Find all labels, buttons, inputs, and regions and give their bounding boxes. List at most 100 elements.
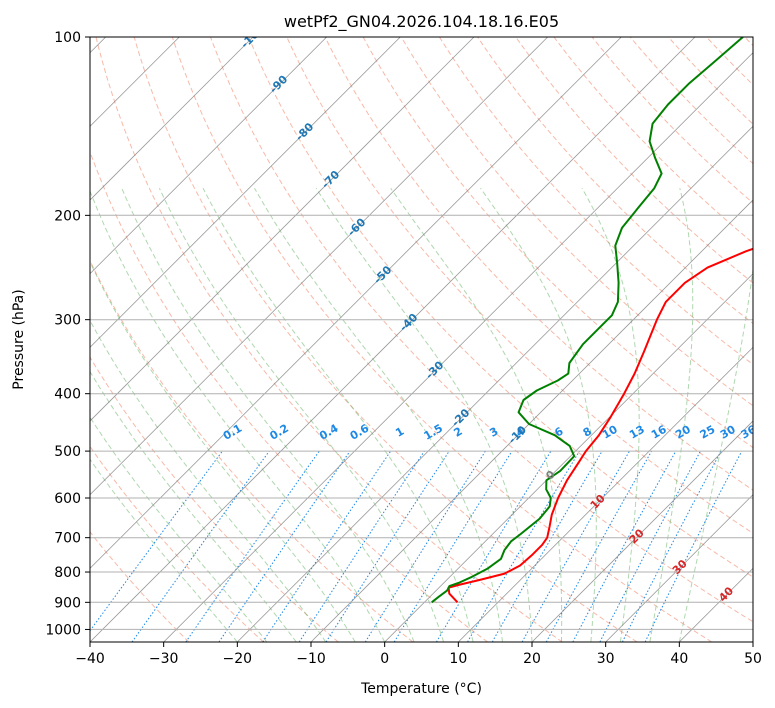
moist-adiabat-line	[649, 188, 694, 642]
moist-adiabat-line	[121, 188, 415, 642]
mixing-ratio-label: 3	[487, 425, 500, 440]
mixing-ratio-line	[393, 450, 513, 642]
mixing-ratio-label: 6	[552, 424, 565, 439]
mixing-ratio-label: 36	[739, 423, 759, 442]
sounding-series	[431, 37, 753, 604]
moist-adiabat-line	[315, 187, 533, 642]
y-tick-label: 700	[54, 531, 81, 547]
dry-adiabat-line	[744, 37, 753, 47]
mixing-ratio-label: 13	[627, 423, 647, 442]
x-tick-label: 50	[744, 651, 762, 667]
x-tick-label: −40	[75, 651, 105, 667]
isotherm-label: -50	[371, 263, 394, 286]
mixing-ratio-label: 16	[649, 423, 669, 442]
dry-adiabat-line	[133, 37, 638, 642]
isotherm-line	[163, 52, 753, 642]
moist-adiabat-line	[90, 319, 327, 642]
mixing-ratio-line	[325, 450, 450, 642]
isotherm-label: -90	[267, 72, 290, 95]
dry-adiabat-line	[90, 259, 414, 642]
dry-adiabat-line	[286, 37, 753, 534]
x-tick-label: 20	[523, 651, 541, 667]
isotherm-line	[90, 37, 401, 348]
dry-adiabat-line	[668, 37, 753, 125]
isotherm-line	[90, 37, 548, 496]
y-tick-label: 200	[54, 208, 81, 224]
y-tick-label: 100	[54, 30, 81, 46]
mixing-ratio-line	[621, 450, 722, 642]
isotherm-label: -10	[506, 423, 529, 446]
moist-adiabat-line	[390, 187, 563, 642]
moist-adiabat-line	[581, 187, 640, 642]
moist-adiabat-line	[90, 260, 356, 642]
mixing-ratio-line	[185, 450, 320, 642]
dewpoint-line	[431, 37, 744, 604]
y-tick-label: 300	[54, 313, 81, 329]
x-tick-label: 10	[449, 651, 467, 667]
isotherm-label: 40	[716, 584, 736, 604]
dry-adiabat-line	[95, 37, 563, 642]
isotherm-label: -40	[397, 311, 420, 334]
y-tick-label: 800	[54, 565, 81, 581]
mixing-ratio-line	[262, 450, 392, 642]
x-axis-label: Temperature (°C)	[360, 681, 482, 697]
chart-title: wetPf2_GN04.2026.104.18.16.E05	[284, 12, 559, 32]
y-tick-label: 500	[54, 444, 81, 460]
x-tick-label: 30	[597, 651, 615, 667]
moist-adiabat-line	[202, 187, 474, 642]
mixing-ratio-label: 0.1	[221, 422, 244, 443]
y-axis: 100 200 300 400 500 600 700 800 900 1000	[45, 30, 90, 638]
y-tick-label: 900	[54, 595, 81, 611]
isotherm-line	[90, 37, 696, 642]
mixing-ratio-line	[218, 450, 351, 642]
mixing-ratio-line	[545, 450, 653, 642]
dry-adiabat-line	[324, 37, 753, 491]
plot-frame	[89, 36, 754, 643]
moist-adiabat-line	[90, 458, 238, 642]
moist-adiabat-line	[90, 189, 386, 642]
isotherm-line	[90, 37, 475, 422]
moist-adiabats	[90, 187, 753, 642]
isotherm-label: -60	[345, 215, 368, 238]
dry-adiabats	[90, 37, 753, 642]
mixing-ratio-label: 25	[698, 423, 718, 442]
isotherm-line	[237, 125, 753, 642]
x-tick-label: −20	[223, 651, 253, 667]
x-axis: −40 −30 −20 −10 0 10 20 30 40 50	[75, 642, 762, 667]
dry-adiabat-line	[515, 37, 753, 284]
dry-adiabat-line	[477, 37, 753, 325]
isotherm-label: 30	[670, 557, 690, 577]
x-tick-label: 0	[380, 651, 389, 667]
dry-adiabat-line	[438, 37, 753, 366]
dry-adiabat-line	[210, 37, 753, 623]
x-tick-label: 40	[670, 651, 688, 667]
dry-adiabat-line	[90, 356, 339, 642]
isotherm-line	[679, 567, 753, 642]
isotherm-line	[310, 199, 753, 642]
moist-adiabat-line	[254, 187, 503, 642]
mixing-ratio-line	[599, 450, 701, 642]
dry-adiabat-line	[706, 37, 753, 86]
dry-adiabat-line	[90, 531, 190, 642]
isotherm-label: -80	[293, 120, 316, 143]
isotherm-label: 10	[588, 492, 608, 512]
isotherm-line	[458, 346, 753, 642]
isotherm-label: -30	[423, 358, 446, 381]
temperature-line	[447, 247, 753, 603]
y-tick-label: 400	[54, 387, 81, 403]
mixing-ratio-line	[131, 450, 270, 642]
mixing-ratio-label: 0.4	[317, 421, 341, 442]
x-tick-label: −10	[296, 651, 326, 667]
isotherm-line	[90, 37, 622, 569]
mixing-ratio-line	[90, 450, 223, 632]
mixing-ratio-line	[364, 450, 486, 642]
mixing-ratio-label: 10	[600, 423, 620, 442]
mixing-ratio-label: 1	[393, 425, 406, 440]
moist-adiabat-line	[90, 370, 297, 642]
isopleth-labels: 0.1 0.2 0.4 0.6 1 1.5 2 3 4 6 8 10 13 16 20 25 30 36-100-…	[221, 37, 759, 604]
mixing-ratio-label: 0.6	[348, 421, 372, 442]
mixing-ratio-label: 20	[673, 423, 693, 442]
moist-adiabat-line	[90, 416, 268, 642]
mixing-ratio-line	[644, 450, 743, 642]
dry-adiabat-line	[553, 37, 753, 244]
